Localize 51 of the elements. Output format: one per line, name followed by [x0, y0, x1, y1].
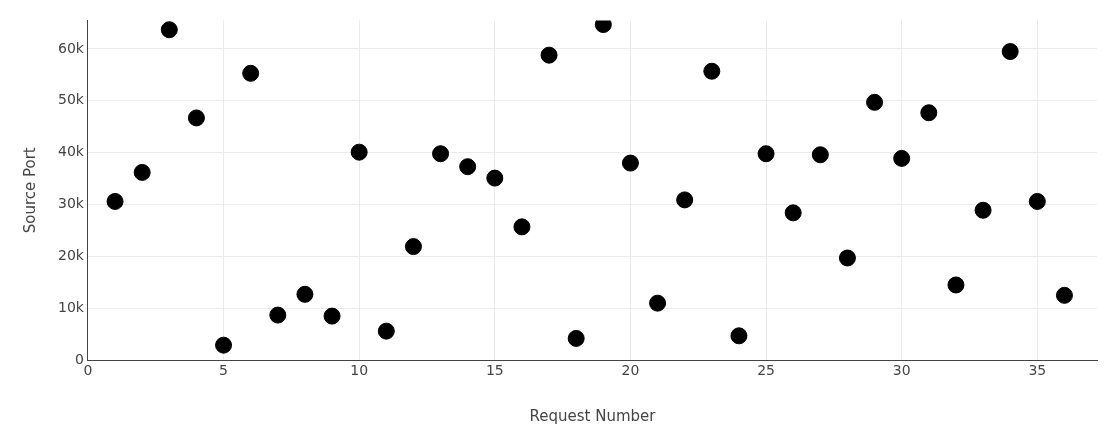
x-axis-title: Request Number — [529, 406, 657, 425]
point — [947, 276, 965, 294]
point — [350, 143, 368, 161]
point — [621, 154, 639, 172]
point — [784, 204, 802, 222]
point — [974, 201, 992, 219]
y-tick-label: 50k — [58, 91, 85, 108]
point — [296, 285, 314, 303]
x-tick-label: 20 — [621, 362, 640, 379]
point — [1055, 286, 1073, 304]
x-tick-label: 10 — [350, 362, 369, 379]
point — [242, 64, 260, 82]
point — [838, 249, 856, 267]
point — [269, 306, 287, 324]
x-tick-label: 35 — [1028, 362, 1047, 379]
y-tick-label: 60k — [58, 39, 85, 56]
y-tick-label: 0 — [75, 350, 84, 367]
point — [377, 322, 395, 340]
y-tick-label: 30k — [58, 195, 85, 212]
point — [323, 307, 341, 325]
point — [540, 46, 558, 64]
point — [920, 104, 938, 122]
point — [676, 191, 694, 209]
point — [567, 329, 585, 347]
point — [513, 218, 531, 236]
x-tick-label: 15 — [485, 362, 504, 379]
point — [133, 163, 151, 181]
y-tick-label: 40k — [58, 143, 85, 160]
point — [730, 327, 748, 345]
point — [649, 294, 667, 312]
point — [486, 169, 504, 187]
point — [811, 146, 829, 164]
x-tick-label: 5 — [219, 362, 229, 379]
y-tick-label: 10k — [58, 298, 85, 315]
point — [757, 145, 775, 163]
point — [459, 158, 477, 176]
point — [160, 21, 178, 39]
point — [1001, 43, 1019, 61]
point — [1028, 192, 1046, 210]
point — [215, 336, 233, 354]
point — [404, 238, 422, 256]
y-axis-title: Source Port — [20, 147, 39, 234]
point — [893, 149, 911, 167]
y-tick-label: 20k — [58, 247, 85, 264]
point — [866, 93, 884, 111]
point — [187, 109, 205, 127]
point — [432, 145, 450, 163]
x-tick-label: 25 — [757, 362, 775, 379]
point — [106, 192, 124, 210]
point — [703, 62, 721, 80]
x-tick-label: 30 — [892, 362, 911, 379]
